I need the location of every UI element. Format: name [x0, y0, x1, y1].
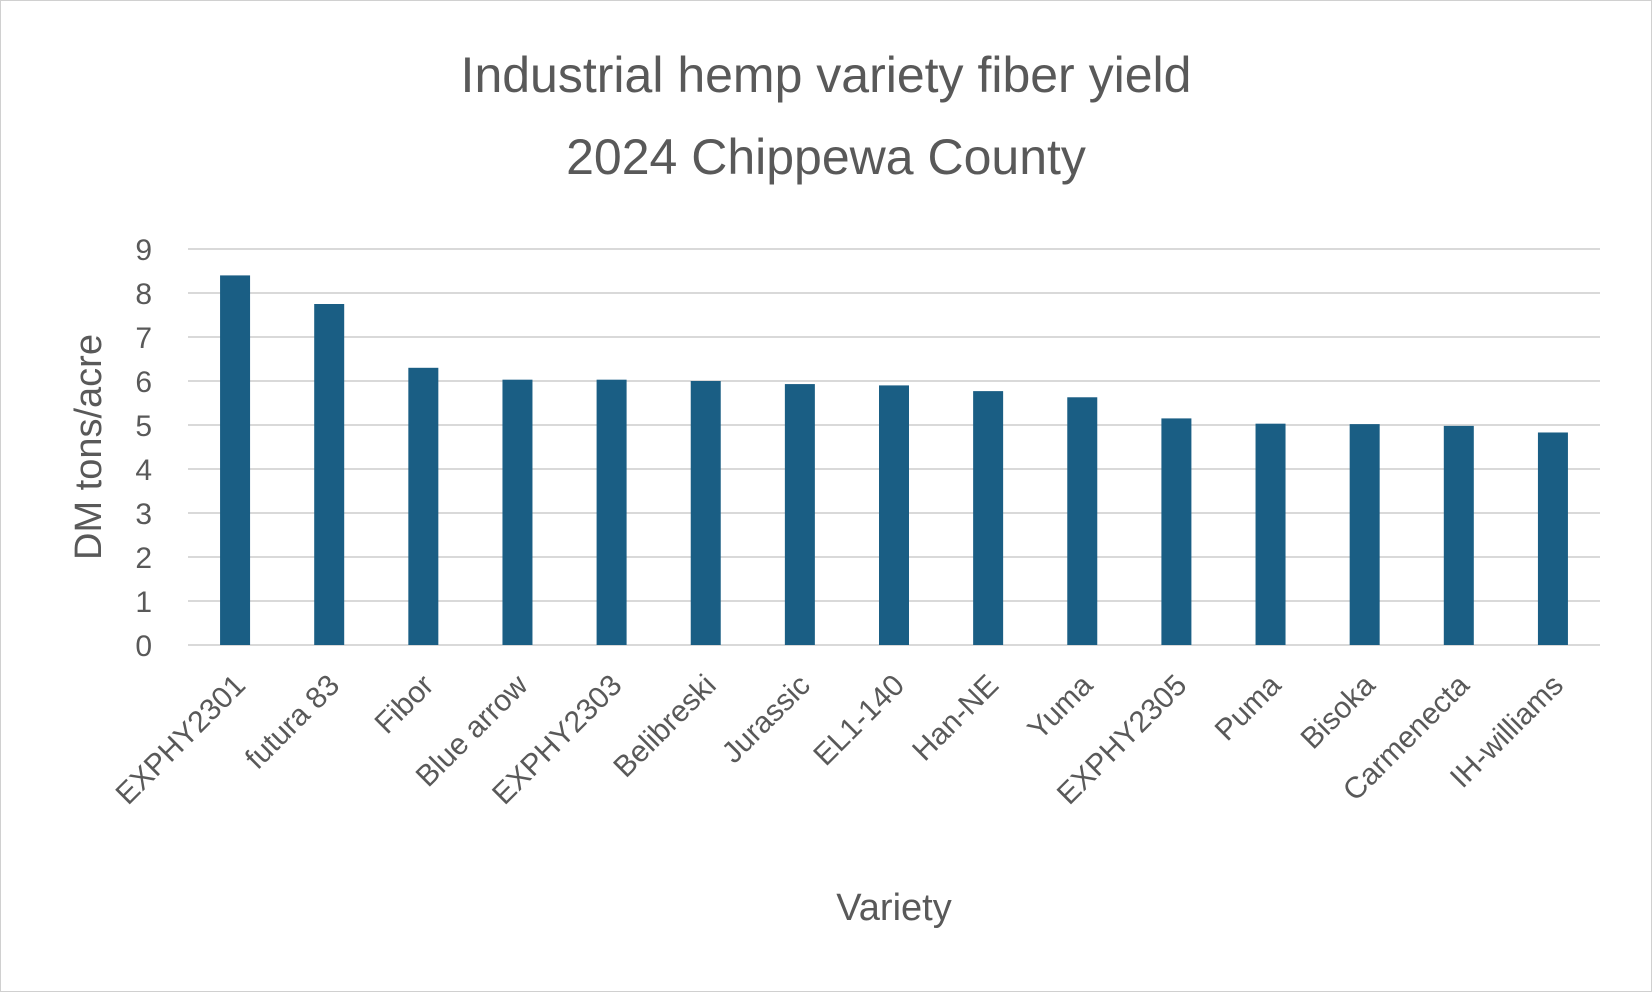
- y-tick-label: 5: [135, 410, 152, 443]
- bar: [1067, 397, 1098, 645]
- y-tick-label: 4: [135, 454, 152, 487]
- bar: [690, 381, 721, 645]
- y-tick-label: 2: [135, 542, 152, 575]
- x-tick-label: Bisoka: [1295, 668, 1382, 755]
- bar: [1537, 432, 1568, 645]
- chart-subtitle: 2024 Chippewa County: [566, 129, 1086, 185]
- chart-title: Industrial hemp variety fiber yield: [460, 47, 1192, 103]
- bar: [1443, 425, 1474, 645]
- bar: [502, 379, 533, 645]
- y-tick-label: 0: [135, 630, 152, 663]
- bar: [1161, 418, 1192, 645]
- bar: [314, 304, 345, 645]
- y-axis-ticks: 0 1 2 3 4 5 6 7 8 9: [135, 234, 152, 663]
- y-tick-label: 6: [135, 366, 152, 399]
- x-tick-label: EXPHY2301: [110, 669, 252, 811]
- bar: [1349, 424, 1380, 645]
- x-tick-label: Fibor: [369, 669, 441, 741]
- bar: [408, 367, 439, 645]
- x-tick-label: Han-NE: [906, 669, 1005, 768]
- x-tick-label: Belibreski: [607, 669, 722, 784]
- y-tick-label: 7: [135, 322, 152, 355]
- x-tick-label: EL1-140: [807, 669, 911, 773]
- x-tick-label: Puma: [1209, 668, 1288, 747]
- bar: [784, 384, 815, 645]
- x-tick-label: Yuma: [1022, 668, 1100, 746]
- y-tick-label: 1: [135, 586, 152, 619]
- x-tick-label: Jurassic: [716, 669, 817, 770]
- x-axis-label: Variety: [836, 887, 951, 929]
- x-tick-label: futura 83: [239, 669, 346, 776]
- y-axis-label: DM tons/acre: [68, 334, 110, 560]
- y-tick-label: 9: [135, 234, 152, 267]
- bar: [596, 379, 627, 645]
- bar: [879, 385, 909, 645]
- bar: [1255, 423, 1286, 645]
- y-tick-label: 8: [135, 278, 152, 311]
- bar: [973, 391, 1004, 645]
- bar: [220, 275, 251, 645]
- bars: [220, 275, 1568, 645]
- y-tick-label: 3: [135, 498, 152, 531]
